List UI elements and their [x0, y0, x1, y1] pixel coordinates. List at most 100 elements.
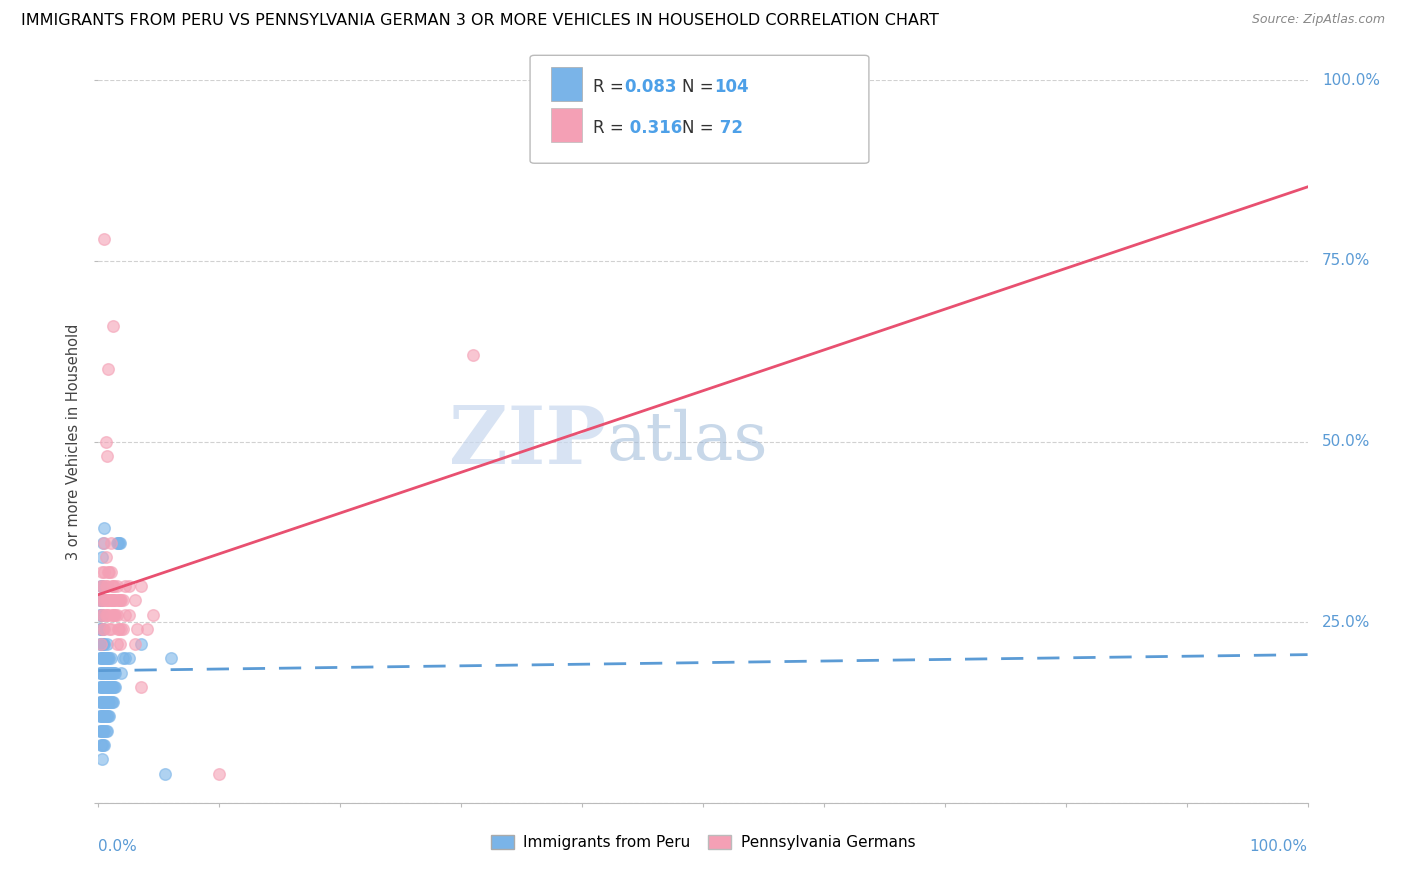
Point — [93, 709, 115, 723]
Point — [100, 680, 122, 694]
Point — [90, 607, 112, 622]
Point — [91, 665, 114, 680]
Point — [93, 565, 115, 579]
Point — [96, 723, 118, 738]
Text: 0.316: 0.316 — [624, 119, 682, 136]
Point — [114, 607, 136, 622]
Point — [114, 651, 136, 665]
Point — [91, 550, 114, 565]
Text: R =: R = — [593, 119, 630, 136]
Point — [97, 695, 120, 709]
Point — [114, 579, 136, 593]
Point — [96, 449, 118, 463]
Point — [129, 579, 152, 593]
Point — [100, 665, 122, 680]
Point — [105, 607, 128, 622]
Point — [97, 651, 120, 665]
Text: 104: 104 — [714, 78, 749, 95]
Point — [91, 637, 114, 651]
Point — [118, 607, 141, 622]
Point — [91, 623, 114, 637]
Point — [90, 637, 112, 651]
Point — [89, 593, 111, 607]
Point — [94, 434, 117, 449]
Point — [101, 665, 124, 680]
Point — [104, 607, 127, 622]
Text: 72: 72 — [714, 119, 744, 136]
Point — [108, 593, 131, 607]
Point — [100, 565, 122, 579]
Point — [97, 665, 120, 680]
Point — [94, 550, 117, 565]
Point — [118, 651, 141, 665]
Point — [91, 593, 114, 607]
Point — [96, 607, 118, 622]
Point — [93, 637, 115, 651]
Point — [91, 607, 114, 622]
Text: 0.0%: 0.0% — [98, 838, 138, 854]
Point — [100, 680, 122, 694]
Point — [108, 593, 131, 607]
Point — [100, 695, 122, 709]
Point — [90, 665, 112, 680]
Text: Source: ZipAtlas.com: Source: ZipAtlas.com — [1251, 13, 1385, 27]
Point — [89, 637, 111, 651]
Point — [100, 593, 122, 607]
Point — [103, 665, 125, 680]
Point — [101, 579, 124, 593]
Point — [105, 637, 128, 651]
Point — [89, 695, 111, 709]
Point — [107, 623, 129, 637]
Point — [96, 651, 118, 665]
Point — [91, 623, 114, 637]
Point — [89, 709, 111, 723]
Point — [111, 593, 134, 607]
Point — [93, 623, 115, 637]
Point — [142, 607, 165, 622]
Point — [94, 651, 117, 665]
Point — [93, 521, 115, 535]
Text: N =: N = — [682, 119, 718, 136]
Point — [90, 607, 112, 622]
Point — [91, 680, 114, 694]
Point — [90, 579, 112, 593]
Point — [97, 709, 120, 723]
Point — [101, 318, 124, 333]
Point — [91, 680, 114, 694]
Point — [127, 623, 149, 637]
Point — [108, 535, 131, 549]
Point — [93, 665, 115, 680]
Point — [108, 535, 131, 549]
Point — [91, 738, 114, 752]
Point — [107, 535, 129, 549]
Text: 25.0%: 25.0% — [1322, 615, 1371, 630]
Point — [96, 695, 118, 709]
Point — [89, 680, 111, 694]
Text: 100.0%: 100.0% — [1250, 838, 1308, 854]
Point — [104, 680, 127, 694]
Point — [94, 723, 117, 738]
Point — [94, 607, 117, 622]
Point — [98, 565, 121, 579]
Point — [90, 579, 112, 593]
Text: R =: R = — [593, 78, 630, 95]
Point — [96, 637, 118, 651]
Point — [110, 623, 132, 637]
Point — [91, 723, 114, 738]
Point — [105, 535, 128, 549]
Point — [93, 651, 115, 665]
Point — [104, 665, 127, 680]
Point — [129, 637, 152, 651]
Point — [100, 623, 122, 637]
Point — [91, 709, 114, 723]
Text: 50.0%: 50.0% — [1322, 434, 1371, 449]
Text: N =: N = — [682, 78, 718, 95]
Point — [93, 593, 115, 607]
Point — [160, 651, 183, 665]
Point — [96, 709, 118, 723]
Point — [96, 593, 118, 607]
Point — [96, 665, 118, 680]
Point — [101, 695, 124, 709]
Point — [91, 593, 114, 607]
Point — [90, 709, 112, 723]
